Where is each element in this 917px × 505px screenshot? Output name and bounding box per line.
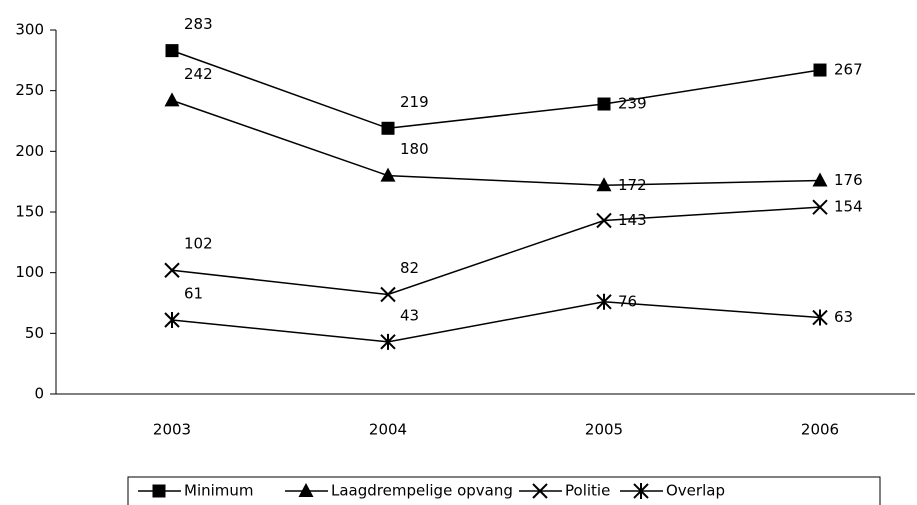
marker [381, 121, 395, 135]
data-label: 283 [184, 15, 213, 33]
marker [812, 309, 828, 326]
series-line [171, 49, 821, 130]
data-label: 61 [184, 284, 203, 302]
data-label: 154 [834, 198, 863, 216]
legend-label: Laagdrempelige opvang [331, 482, 513, 500]
data-label: 143 [618, 211, 647, 229]
legend-label: Minimum [184, 482, 254, 500]
marker-square [813, 63, 827, 77]
data-label: 172 [618, 176, 647, 194]
y-tick-label: 300 [15, 21, 44, 39]
marker [298, 483, 314, 497]
y-tick-label: 0 [34, 385, 44, 403]
legend-box [127, 476, 881, 505]
y-tick-label: 50 [25, 324, 44, 342]
data-label: 76 [618, 292, 637, 310]
marker-triangle [380, 167, 396, 182]
marker [164, 262, 180, 278]
marker-x [596, 212, 612, 229]
x-tick-label: 2006 [801, 421, 839, 439]
x-tick-label: 2005 [585, 421, 623, 439]
y-tick-label: 150 [15, 203, 44, 221]
data-label: 176 [834, 171, 863, 189]
y-tick-label: 200 [15, 142, 44, 160]
marker [597, 97, 611, 111]
marker-x [532, 483, 548, 499]
series-line [171, 301, 821, 343]
marker [596, 212, 612, 229]
data-label: 180 [400, 140, 429, 158]
marker [380, 286, 396, 303]
data-label: 267 [834, 61, 863, 79]
marker-triangle [596, 177, 612, 192]
marker-x [812, 199, 828, 215]
marker [164, 311, 180, 328]
marker-triangle [164, 92, 180, 107]
data-label: 43 [400, 306, 419, 324]
marker [812, 199, 828, 215]
marker-square [597, 97, 611, 111]
marker [380, 167, 396, 182]
x-tick-label: 2003 [153, 421, 191, 439]
marker-asterisk [633, 483, 649, 499]
marker-asterisk [812, 309, 828, 326]
y-tick-label: 250 [15, 81, 44, 99]
marker [596, 177, 612, 192]
marker-x [164, 262, 180, 278]
marker [380, 333, 396, 350]
series-line [171, 206, 821, 296]
data-label: 102 [184, 235, 213, 253]
marker [165, 44, 179, 58]
data-label: 82 [400, 259, 419, 277]
marker [532, 483, 548, 499]
data-label: 239 [618, 95, 647, 113]
data-label: 242 [184, 65, 213, 83]
marker-x [380, 286, 396, 303]
series-line [171, 99, 821, 187]
marker [813, 63, 827, 77]
legend-label: Overlap [666, 482, 725, 500]
y-tick-label: 100 [15, 263, 44, 281]
legend: Minimum Laagdrempelige opvang Politie Overl… [127, 476, 881, 505]
marker [812, 172, 828, 187]
marker-triangle [298, 483, 314, 497]
marker-square [165, 44, 179, 58]
marker-square [152, 484, 166, 498]
marker-triangle [812, 172, 828, 187]
marker-asterisk [596, 293, 612, 310]
marker [596, 293, 612, 310]
marker-square [381, 121, 395, 135]
legend-label: Politie [565, 482, 610, 500]
data-label: 63 [834, 308, 853, 326]
marker-asterisk [380, 333, 396, 350]
x-tick-label: 2004 [369, 421, 407, 439]
marker-asterisk [164, 311, 180, 328]
data-label: 219 [400, 93, 429, 111]
marker [164, 92, 180, 107]
marker [633, 483, 649, 499]
marker [152, 484, 166, 498]
